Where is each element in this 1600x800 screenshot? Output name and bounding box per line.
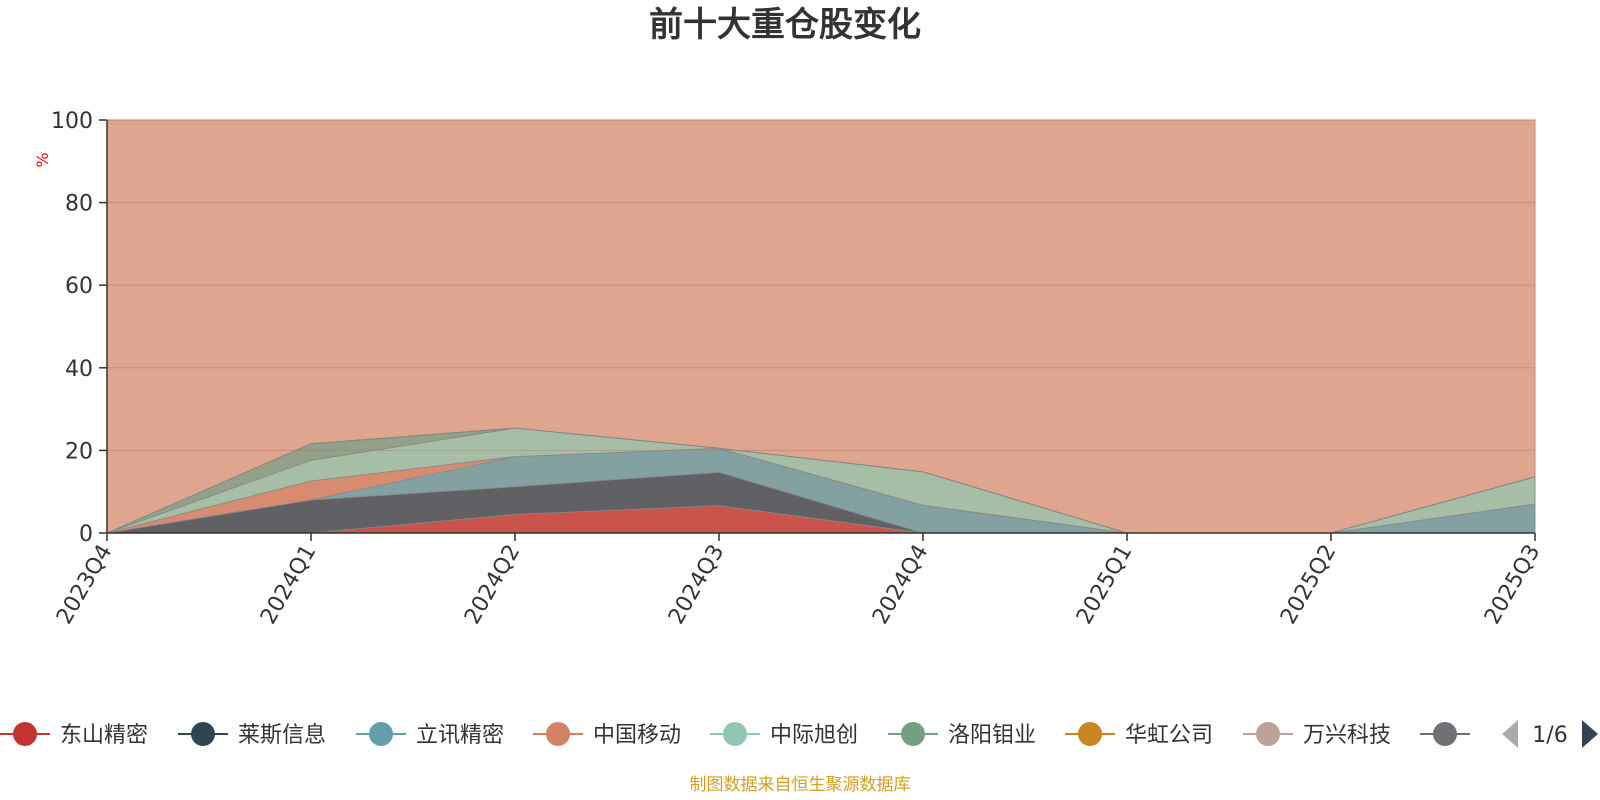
legend-item-7[interactable]: 万兴科技 [1243, 722, 1391, 748]
y-tick-label: 40 [65, 357, 93, 382]
legend-marker [191, 722, 215, 746]
legend-label: 洛阳钼业 [948, 723, 1036, 748]
legend-marker [13, 722, 37, 746]
legend-label: 中国移动 [593, 723, 681, 748]
y-tick-label: 20 [65, 439, 93, 464]
x-tick-label: 2024Q2 [460, 541, 525, 629]
legend-label: 万兴科技 [1303, 723, 1391, 748]
x-tick-label: 2025Q3 [1480, 541, 1545, 629]
legend-item-5[interactable]: 洛阳钼业 [888, 722, 1036, 748]
legend-marker [1256, 722, 1280, 746]
y-tick-label: 60 [65, 274, 93, 299]
legend-item-1[interactable]: 莱斯信息 [178, 722, 326, 748]
legend-next-icon[interactable] [1582, 720, 1598, 748]
grid-lines [107, 119, 1535, 451]
y-axis: 0 20 40 60 80 100 [51, 109, 108, 547]
legend-item-6[interactable]: 华虹公司 [1065, 722, 1213, 748]
y-tick-label: 100 [51, 109, 93, 134]
legend-marker [901, 722, 925, 746]
legend-marker [1433, 722, 1457, 746]
legend: 东山精密 莱斯信息 立讯精密 中国移动 中际旭创 洛阳钼业 华虹公司 万兴科技 1/6 [0, 720, 1598, 748]
legend-item-4[interactable]: 中际旭创 [710, 722, 858, 748]
x-tick-label: 2024Q1 [256, 541, 321, 629]
legend-prev-icon[interactable] [1502, 720, 1518, 748]
x-tick-label: 2023Q4 [52, 541, 117, 629]
y-axis-label: % [33, 152, 52, 167]
legend-marker [546, 722, 570, 746]
footnote: 制图数据来自恒生聚源数据库 [690, 775, 911, 795]
legend-marker [1078, 722, 1102, 746]
x-tick-label: 2024Q4 [868, 541, 933, 629]
legend-label: 莱斯信息 [238, 723, 326, 748]
x-tick-label: 2025Q1 [1072, 541, 1137, 629]
legend-page: 1/6 [1532, 723, 1567, 748]
legend-item-8[interactable] [1420, 722, 1470, 746]
legend-item-2[interactable]: 立讯精密 [356, 722, 504, 748]
legend-marker [369, 722, 393, 746]
y-tick-label: 80 [65, 192, 93, 217]
legend-label: 中际旭创 [770, 723, 858, 748]
series-area-8 [106, 427, 1536, 534]
x-axis: 2023Q4 2024Q1 2024Q2 2024Q3 2024Q4 2025Q1 2025… [52, 532, 1545, 629]
x-tick-label: 2025Q2 [1276, 541, 1341, 629]
legend-label: 立讯精密 [416, 723, 504, 748]
x-tick-label: 2024Q3 [664, 541, 729, 629]
legend-item-3[interactable]: 中国移动 [533, 722, 681, 748]
chart-title: 前十大重仓股变化 [649, 5, 921, 45]
legend-label: 华虹公司 [1125, 723, 1213, 748]
y-tick-label: 0 [79, 522, 93, 547]
legend-marker [723, 722, 747, 746]
legend-label: 东山精密 [60, 723, 148, 748]
legend-item-0[interactable]: 东山精密 [0, 722, 148, 748]
